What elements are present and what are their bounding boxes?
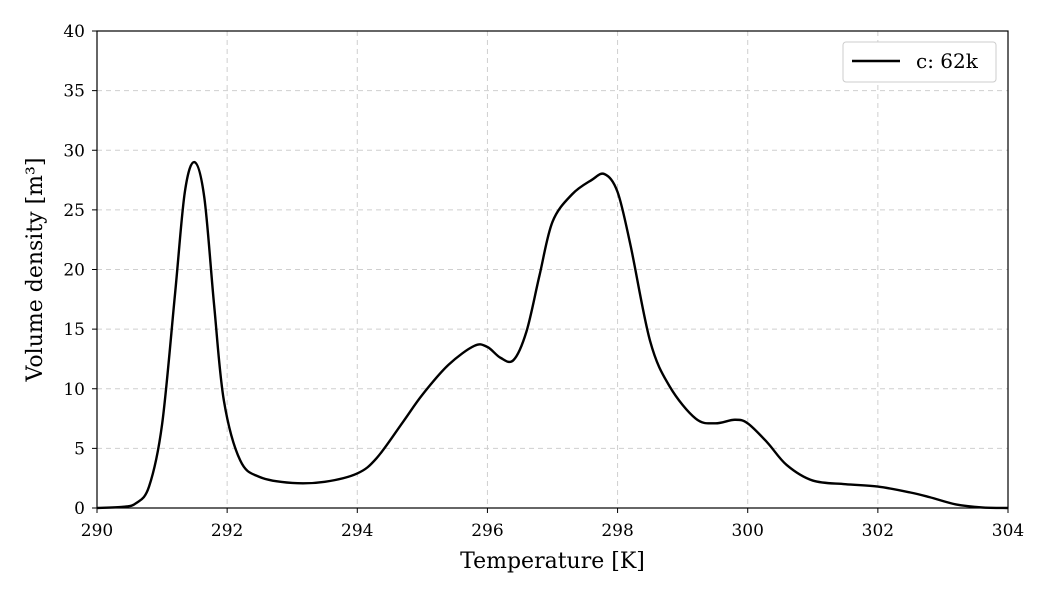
legend-label: c: 62k xyxy=(916,49,979,73)
series-line xyxy=(96,160,1009,510)
x-axis: 290 292 294 296 298 300 302 304 xyxy=(81,508,1024,541)
y-tick-label: 35 xyxy=(63,82,85,102)
y-tick-label: 0 xyxy=(74,499,85,519)
y-tick-label: 10 xyxy=(63,380,85,400)
x-tick-label: 296 xyxy=(471,521,503,541)
y-tick-label: 20 xyxy=(63,261,85,281)
series-layer xyxy=(96,160,1009,510)
grid xyxy=(96,30,1009,509)
y-tick-label: 30 xyxy=(63,141,85,161)
y-tick-label: 15 xyxy=(63,320,85,340)
x-axis-label: Temperature [K] xyxy=(460,549,645,574)
y-tick-label: 5 xyxy=(74,439,85,459)
x-tick-label: 292 xyxy=(211,521,243,541)
legend: c: 62k xyxy=(842,41,997,83)
x-tick-label: 300 xyxy=(731,521,763,541)
y-tick-label: 40 xyxy=(63,22,85,42)
y-tick-label: 25 xyxy=(63,201,85,221)
x-tick-label: 304 xyxy=(992,521,1024,541)
x-tick-label: 294 xyxy=(341,521,373,541)
y-axis-label: Volume density [m³] xyxy=(23,158,48,383)
x-tick-label: 302 xyxy=(862,521,894,541)
legend-box xyxy=(842,41,997,83)
y-axis: 0 5 10 15 20 25 30 35 40 xyxy=(63,22,97,519)
x-tick-label: 298 xyxy=(601,521,633,541)
x-tick-label: 290 xyxy=(81,521,113,541)
